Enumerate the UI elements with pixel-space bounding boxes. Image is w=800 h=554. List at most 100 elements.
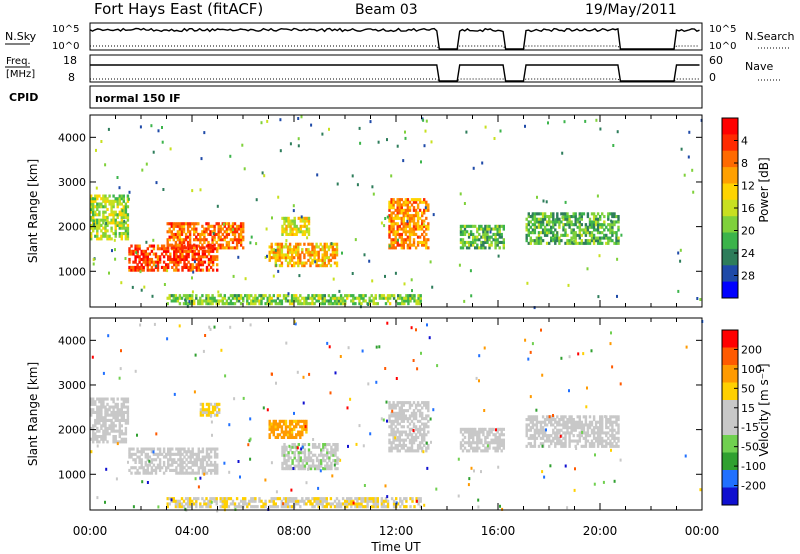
velocity-cell bbox=[390, 411, 393, 415]
power-noise-cell bbox=[422, 118, 425, 122]
velocity-cell bbox=[213, 408, 217, 412]
power-cell bbox=[152, 268, 156, 272]
velocity-cell bbox=[179, 463, 182, 467]
power-cell bbox=[166, 238, 169, 242]
power-cell bbox=[186, 240, 190, 244]
power-cell bbox=[94, 221, 97, 225]
velocity-cell bbox=[178, 505, 182, 509]
velocity-cell bbox=[108, 432, 111, 436]
power-cell bbox=[605, 225, 608, 229]
velocity-cell bbox=[398, 435, 401, 439]
power-cell bbox=[488, 224, 491, 228]
power-noise-cell bbox=[155, 181, 158, 185]
power-noise-cell bbox=[141, 168, 144, 172]
power-cell bbox=[168, 222, 171, 226]
power-cell bbox=[221, 243, 224, 247]
velocity-cell bbox=[390, 406, 393, 410]
velocity-cell bbox=[211, 405, 215, 409]
power-cell bbox=[173, 268, 176, 272]
power-cell bbox=[219, 299, 222, 303]
power-cell bbox=[191, 294, 194, 298]
power-cell bbox=[611, 225, 614, 229]
velocity-cell bbox=[96, 435, 99, 439]
velocity-noise-cell bbox=[527, 357, 530, 361]
power-cell bbox=[402, 243, 405, 247]
velocity-cell bbox=[268, 419, 271, 423]
power-cell bbox=[144, 260, 147, 264]
velocity-cell bbox=[330, 464, 333, 468]
velocity-cell bbox=[303, 451, 307, 455]
power-cell bbox=[323, 261, 326, 265]
velocity-cell bbox=[527, 436, 530, 440]
velocity-cell bbox=[392, 414, 395, 418]
velocity-noise-cell bbox=[524, 338, 527, 342]
power-cell bbox=[156, 257, 160, 261]
velocity-cell bbox=[183, 455, 186, 459]
power-cell bbox=[472, 243, 475, 247]
velocity-cell bbox=[297, 430, 300, 434]
velocity-cell bbox=[490, 441, 493, 445]
velocity-cell bbox=[531, 426, 535, 430]
power-cell bbox=[404, 238, 408, 242]
power-cell bbox=[309, 261, 312, 265]
velocity-noise-cell bbox=[552, 414, 554, 417]
power-cell bbox=[580, 215, 583, 219]
power-cell bbox=[100, 205, 103, 209]
power-cell bbox=[459, 238, 463, 242]
velocity-cell bbox=[323, 497, 326, 501]
velocity-cell bbox=[584, 434, 588, 438]
velocity-cell bbox=[197, 497, 200, 501]
velocity-cell bbox=[191, 450, 194, 454]
velocity-cell bbox=[211, 410, 215, 414]
velocity-cell bbox=[225, 505, 229, 509]
velocity-cell bbox=[205, 460, 209, 464]
power-cell bbox=[282, 245, 286, 249]
power-cell bbox=[96, 221, 99, 225]
power-cell bbox=[182, 238, 186, 242]
power-cell bbox=[331, 253, 335, 257]
power-cell bbox=[96, 229, 99, 233]
velocity-cell bbox=[572, 418, 575, 422]
velocity-noise-cell bbox=[412, 429, 415, 432]
velocity-cell bbox=[169, 463, 172, 467]
velocity-cell bbox=[181, 468, 184, 472]
power-cell bbox=[268, 299, 271, 303]
power-noise-cell bbox=[92, 262, 95, 266]
power-cell bbox=[165, 247, 168, 251]
power-cell bbox=[496, 243, 499, 247]
power-cell bbox=[552, 215, 555, 219]
velocity-cell bbox=[213, 471, 217, 475]
velocity-cell bbox=[205, 455, 209, 459]
velocity-cell bbox=[594, 426, 598, 430]
velocity-cell bbox=[574, 426, 577, 430]
velocity-cell bbox=[410, 441, 414, 445]
velocity-cell bbox=[167, 458, 170, 462]
velocity-cell bbox=[425, 414, 428, 418]
power-cell bbox=[401, 296, 404, 300]
power-cell bbox=[233, 238, 237, 242]
power-cell bbox=[201, 252, 205, 256]
power-cell bbox=[461, 246, 465, 250]
power-cell bbox=[396, 200, 399, 204]
velocity-cell bbox=[146, 463, 149, 467]
power-cell bbox=[144, 255, 147, 259]
power-cell bbox=[268, 253, 271, 257]
power-cell bbox=[313, 294, 316, 298]
velocity-cell bbox=[195, 471, 198, 475]
velocity-cell bbox=[498, 441, 501, 445]
velocity-cell bbox=[270, 425, 273, 429]
velocity-colorbar-label: Velocity [m s⁻¹] bbox=[757, 363, 771, 456]
velocity-cell bbox=[201, 463, 205, 467]
power-noise-cell bbox=[367, 303, 370, 306]
power-cell bbox=[578, 241, 581, 245]
power-cell bbox=[199, 246, 202, 250]
velocity-cell bbox=[562, 415, 565, 419]
power-cell bbox=[124, 202, 128, 206]
velocity-cell bbox=[213, 460, 217, 464]
velocity-noise-cell bbox=[249, 437, 252, 441]
velocity-cell bbox=[138, 466, 141, 470]
power-cell bbox=[405, 299, 408, 303]
power-noise-cell bbox=[128, 190, 131, 194]
power-cell bbox=[154, 255, 158, 259]
power-cell bbox=[478, 238, 481, 242]
